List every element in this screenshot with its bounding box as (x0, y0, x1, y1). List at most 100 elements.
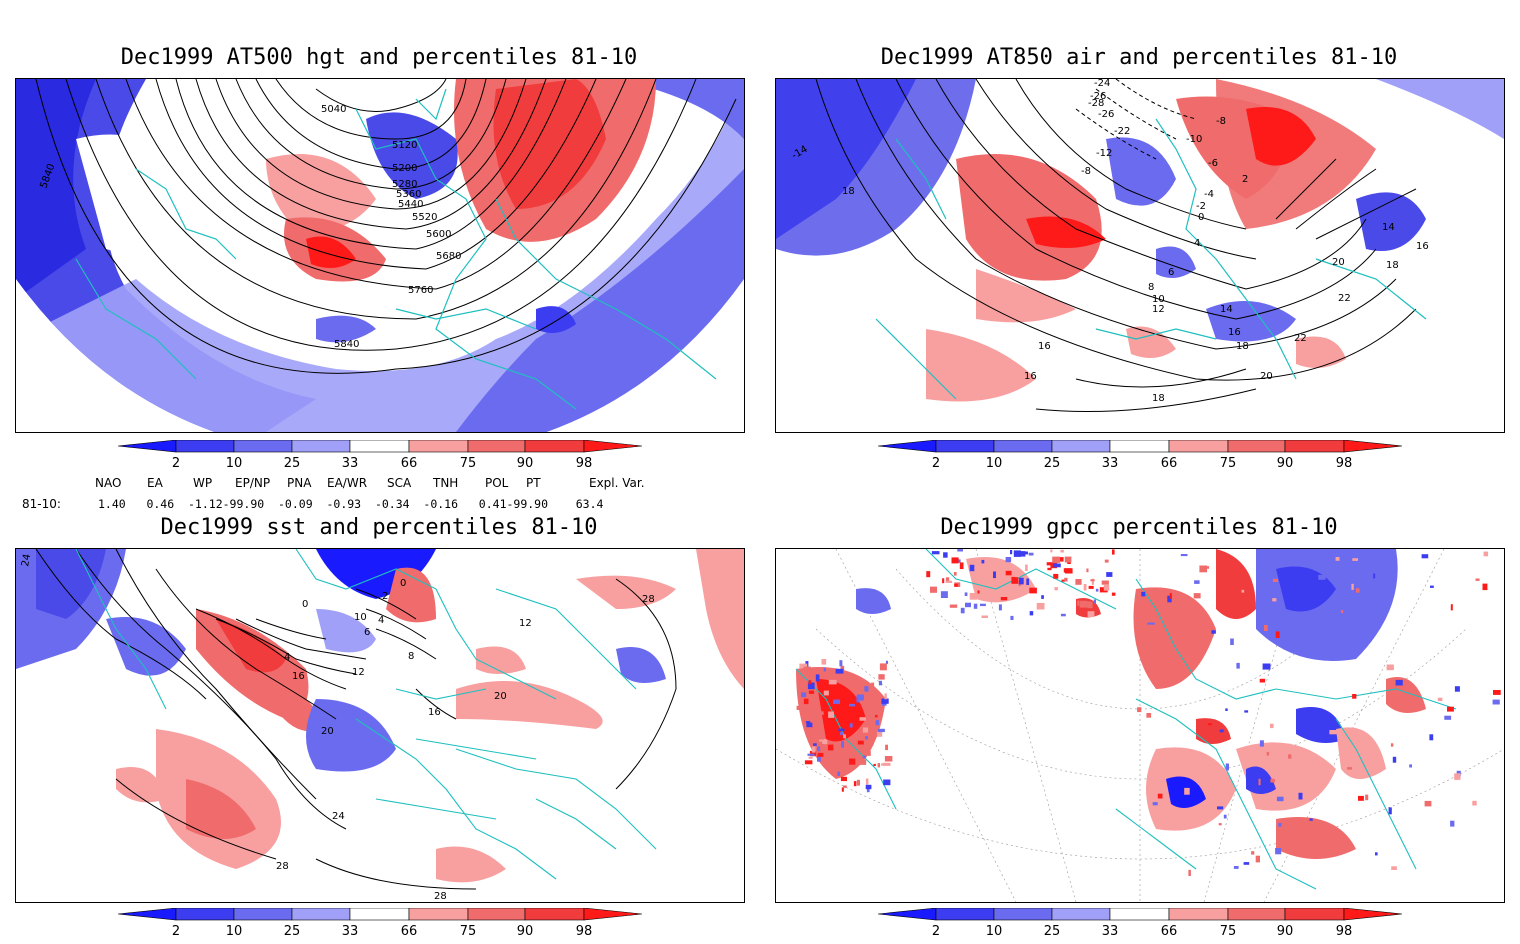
precip-cell (837, 771, 840, 776)
contour-label: 8 (408, 651, 414, 662)
index-epnp: EP/NP (235, 476, 271, 490)
precip-cell (1272, 598, 1277, 602)
precip-cell (953, 572, 957, 576)
contour-label: 16 (1416, 241, 1429, 252)
contour-label: 0 (1198, 212, 1204, 223)
precip-cell (815, 674, 820, 682)
contour-label: 8 (1148, 282, 1154, 293)
precip-cell (1395, 679, 1403, 686)
precip-cell (796, 705, 803, 710)
precip-cell (949, 604, 958, 608)
precip-cell (1088, 585, 1094, 589)
precip-cell (822, 739, 828, 744)
colorbar-segment (175, 908, 235, 921)
precip-cell (843, 785, 847, 788)
precip-cell (1095, 588, 1099, 592)
colorbar-tick-label: 98 (575, 456, 593, 471)
contour-label: 28 (276, 861, 289, 872)
precip-cell (957, 549, 963, 552)
precip-cell (1447, 706, 1454, 712)
colorbar-tick-label: 25 (1043, 456, 1061, 471)
colorbar-tick-label: 90 (516, 924, 534, 939)
precip-cell (1015, 574, 1020, 578)
index-pna: PNA (287, 476, 312, 490)
precip-cell (1454, 773, 1461, 780)
precip-cell (1010, 615, 1014, 620)
precip-cell (823, 667, 826, 672)
precip-cell (843, 734, 846, 739)
precip-cell (1233, 866, 1239, 869)
panel-title-gpcc: Dec1999 gpcc percentiles 81-10 (940, 515, 1338, 540)
precip-cell (1036, 603, 1045, 610)
contour-label: 5120 (392, 140, 417, 151)
index-nao: NAO (95, 476, 122, 490)
precip-cell (1437, 697, 1443, 701)
precip-cell (849, 703, 855, 707)
precip-cell (973, 603, 978, 609)
precip-cell (1079, 600, 1088, 608)
colorbar-segment (467, 908, 526, 921)
precip-cell (813, 743, 817, 746)
contour-label: 18 (1236, 341, 1249, 352)
colorbar-segment (935, 440, 995, 453)
precip-cell (804, 760, 813, 765)
index-eawr: EA/WR (327, 476, 368, 490)
precip-cell (1086, 568, 1089, 573)
colorbar-tick-label: 98 (575, 924, 593, 939)
precip-cell (865, 778, 869, 785)
map-panel-t850: -24 -26 -28 -26 -22 -12 -8 -10 -8 -6 -4 … (775, 78, 1505, 433)
precip-cell (1005, 557, 1012, 563)
contour-label: 28 (642, 594, 655, 605)
precip-cell (1013, 550, 1021, 557)
colorbar-segment (118, 440, 177, 453)
precip-cell (1373, 573, 1376, 579)
precip-cell (881, 698, 889, 704)
precip-cell (817, 755, 821, 762)
precip-cell (1137, 707, 1142, 713)
colorbar-tick-label: 2 (171, 456, 181, 471)
precip-cell (840, 776, 847, 782)
precip-cell (926, 571, 931, 578)
precip-cell (883, 779, 891, 786)
precip-cell (1386, 664, 1394, 671)
precip-cell (1000, 597, 1008, 601)
precip-cell (819, 739, 822, 742)
colorbar-swatches (118, 908, 643, 921)
colorbar-tick-label: 10 (225, 456, 243, 471)
contour-label: 5760 (408, 285, 433, 296)
contour-label: 14 (1382, 222, 1395, 233)
precip-cell (1052, 556, 1060, 563)
precip-cell (1178, 611, 1183, 614)
precip-cell (1193, 593, 1201, 599)
contour-label: 0 (302, 599, 308, 610)
precip-cell (1064, 577, 1068, 582)
precip-cell (1028, 552, 1034, 556)
precip-cell (1141, 591, 1146, 597)
contour-label: 5520 (412, 212, 437, 223)
precip-cell (957, 559, 961, 563)
precip-cell (875, 720, 879, 726)
precip-cell (1272, 578, 1278, 582)
contour-label: -26 (1090, 91, 1106, 102)
precip-cell (884, 756, 893, 762)
precip-cell (1167, 595, 1172, 603)
contour-label: 5280 (392, 179, 417, 190)
colorbar-tick-label: 98 (1335, 456, 1353, 471)
precip-cell (840, 665, 845, 671)
precip-cell (853, 781, 857, 787)
precip-cell (1106, 572, 1113, 577)
precip-cell (969, 593, 977, 600)
precip-cell (862, 727, 869, 733)
contour-label: 22 (1294, 333, 1307, 344)
precip-cell (809, 750, 817, 757)
colorbar-segment (118, 908, 177, 921)
precip-cell (969, 564, 975, 572)
precip-cell (884, 693, 887, 700)
panel-title-sst: Dec1999 sst and percentiles 81-10 (160, 515, 598, 540)
map-panel-sst: 0 0 2 4 6 8 10 4 12 16 16 20 20 24 28 28… (15, 548, 745, 903)
precip-cell (828, 711, 834, 718)
precip-cell (1026, 578, 1029, 585)
precip-cell (1208, 723, 1212, 726)
precip-cell (1450, 604, 1453, 611)
map-panel-gpcc (775, 548, 1505, 903)
